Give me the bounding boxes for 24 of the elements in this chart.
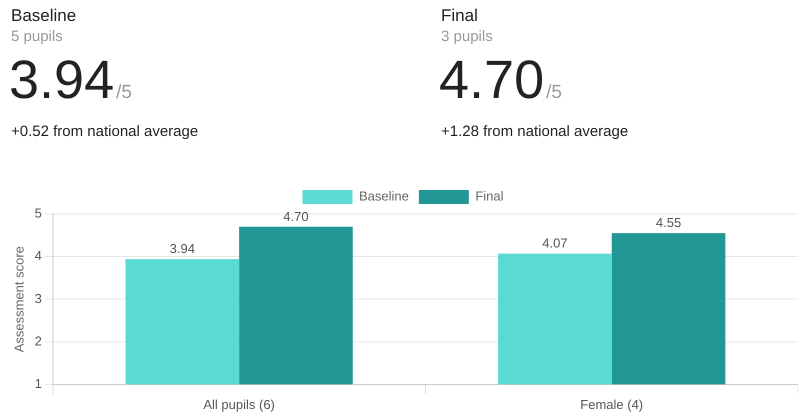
- y-tick-label: 5: [34, 206, 42, 221]
- text: /5: [116, 82, 132, 103]
- data-label: 4.70: [283, 208, 309, 224]
- y-tick-label: 3: [34, 290, 42, 306]
- data-label: 4.55: [656, 215, 682, 230]
- y-axis-title: Assessment score: [11, 246, 26, 352]
- text: /5: [546, 82, 562, 103]
- text: +1.28 from national average: [441, 123, 630, 140]
- y-tick-label: 4: [34, 248, 42, 264]
- text: Final: [441, 6, 479, 26]
- legend-label: Final: [475, 188, 504, 204]
- x-tick-label: All pupils (6): [203, 396, 275, 412]
- text: 4.70: [439, 50, 544, 110]
- text: 3.94: [9, 50, 114, 110]
- data-label: 3.94: [170, 241, 195, 256]
- y-tick-label: 1: [34, 376, 42, 391]
- text: 3 pupils: [441, 28, 494, 45]
- text: Baseline: [11, 6, 78, 26]
- legend-label: Baseline: [358, 188, 409, 204]
- y-tick-label: 2: [34, 333, 42, 348]
- x-tick-label: Female (4): [580, 396, 644, 412]
- text: 5 pupils: [11, 28, 64, 45]
- text: +0.52 from national average: [11, 123, 200, 140]
- data-label: 4.07: [542, 236, 568, 251]
